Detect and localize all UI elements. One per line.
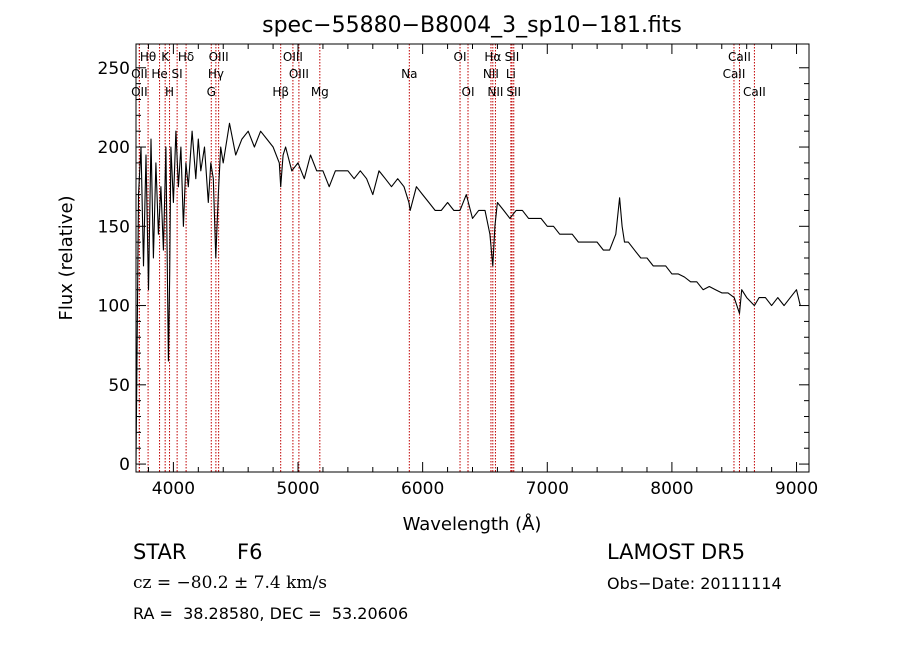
- spectrum-series: [135, 122, 801, 465]
- line-label: SII: [506, 85, 521, 99]
- line-label: CaII: [728, 50, 751, 64]
- line-label: NII: [487, 85, 503, 99]
- observation-date: Obs−Date: 20111114: [607, 574, 782, 593]
- object-type: STAR: [133, 540, 187, 564]
- line-label: Mg: [311, 85, 329, 99]
- y-axis: 0 50 100 150 200 250: [98, 59, 809, 475]
- x-tick-label: 5000: [276, 479, 319, 499]
- line-label: OI: [462, 85, 475, 99]
- line-label: OII: [131, 85, 148, 99]
- line-label: Na: [401, 67, 417, 81]
- survey-name: LAMOST DR5: [607, 540, 746, 564]
- x-tick-label: 4000: [152, 479, 195, 499]
- line-label: SII: [505, 50, 520, 64]
- line-label: Hα: [484, 50, 501, 64]
- y-tick-label: 50: [108, 376, 130, 396]
- line-label: H: [165, 85, 174, 99]
- line-label: Hβ: [272, 85, 289, 99]
- line-label: SI: [172, 67, 183, 81]
- y-tick-label: 100: [98, 297, 130, 317]
- x-tick-label: 7000: [526, 479, 569, 499]
- line-label: OIII: [289, 67, 309, 81]
- spectral-line-markers: [138, 44, 755, 472]
- line-label: G: [207, 85, 216, 99]
- line-label: Hγ: [208, 67, 224, 81]
- line-label: He: [151, 67, 167, 81]
- line-label: OIII: [283, 50, 303, 64]
- line-label: Hθ: [140, 50, 156, 64]
- plot-frame: [135, 43, 810, 473]
- chart-title: spec−55880−B8004_3_sp10−181.fits: [262, 13, 682, 38]
- y-axis-label: Flux (relative): [56, 195, 77, 320]
- spectrum-line: [135, 122, 801, 465]
- x-tick-label: 9000: [775, 479, 818, 499]
- x-tick-label: 6000: [401, 479, 444, 499]
- line-label: OII: [131, 67, 148, 81]
- x-axis-label: Wavelength (Å): [403, 513, 542, 535]
- spectral-subclass: F6: [237, 540, 263, 564]
- line-label: Li: [506, 67, 516, 81]
- line-label: Hδ: [178, 50, 194, 64]
- y-tick-label: 250: [98, 59, 130, 79]
- line-label: OIII: [209, 50, 229, 64]
- line-label: NII: [483, 67, 499, 81]
- line-label: K: [161, 50, 170, 64]
- coordinates: RA = 38.28580, DEC = 53.20606: [133, 604, 409, 623]
- x-tick-label: 8000: [650, 479, 693, 499]
- radial-velocity: cz = −80.2 ± 7.4 km/s: [133, 573, 327, 593]
- x-axis: 4000 5000 6000 7000 8000 9000: [147, 44, 818, 499]
- line-label: CaII: [723, 67, 746, 81]
- y-tick-label: 150: [98, 217, 130, 237]
- line-label: OI: [454, 50, 467, 64]
- y-tick-label: 200: [98, 138, 130, 158]
- y-tick-label: 0: [119, 455, 130, 475]
- line-label: CaII: [743, 85, 766, 99]
